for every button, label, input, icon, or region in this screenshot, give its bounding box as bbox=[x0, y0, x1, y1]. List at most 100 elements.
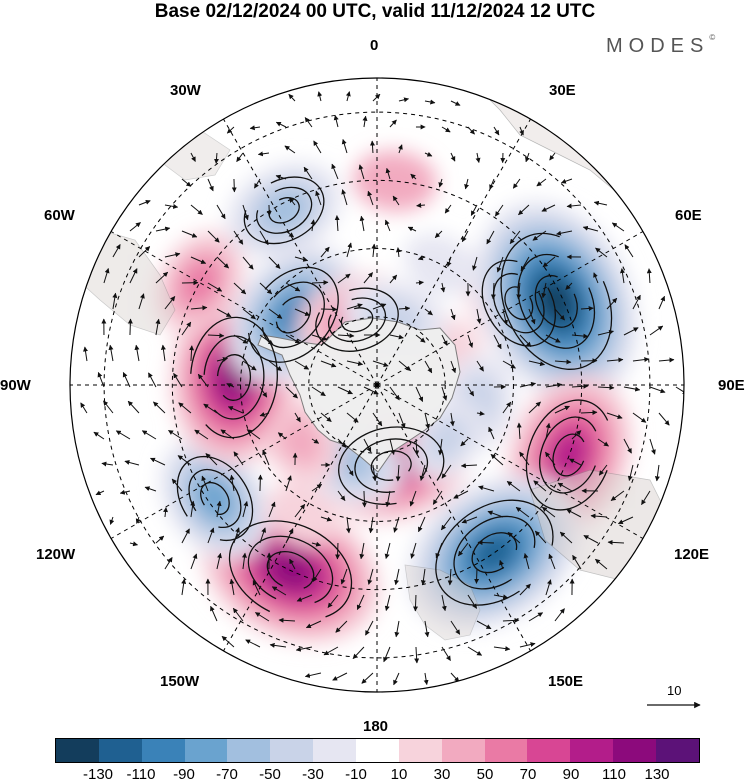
wind-vector bbox=[392, 195, 400, 206]
wind-vector bbox=[80, 402, 88, 414]
wind-vector bbox=[528, 308, 536, 325]
streamline-loop bbox=[435, 499, 554, 606]
wind-vector bbox=[150, 457, 166, 466]
wind-vector bbox=[438, 178, 444, 188]
wind-vector bbox=[658, 357, 675, 363]
wind-vector bbox=[536, 178, 547, 187]
streamline-loop bbox=[517, 253, 596, 349]
wind-vector bbox=[598, 464, 608, 476]
wind-vector bbox=[368, 516, 374, 534]
wind-vector bbox=[486, 230, 495, 245]
wind-vector bbox=[285, 282, 301, 292]
wind-vector bbox=[207, 230, 220, 243]
wind-vector bbox=[414, 438, 420, 456]
wind-vector bbox=[311, 484, 323, 492]
wind-vector bbox=[164, 252, 181, 258]
wind-vector bbox=[124, 460, 140, 466]
wind-vector bbox=[414, 646, 420, 664]
wind-vector bbox=[395, 464, 401, 482]
wind-vector bbox=[641, 490, 651, 506]
wind-vector bbox=[419, 464, 426, 481]
wind-vector bbox=[565, 282, 573, 290]
lon-label-30w: 30W bbox=[170, 82, 201, 99]
wind-vector bbox=[394, 620, 400, 638]
wind-vector bbox=[320, 516, 333, 522]
streamline-loop bbox=[338, 426, 445, 505]
wind-vector bbox=[295, 646, 313, 652]
streamline-loop bbox=[370, 450, 412, 481]
wind-vector bbox=[518, 204, 530, 216]
meridian-line bbox=[223, 384, 378, 652]
anomaly-contour bbox=[424, 415, 469, 464]
wind-vector bbox=[138, 293, 145, 310]
wind-vector bbox=[447, 568, 453, 586]
wind-vector bbox=[144, 486, 157, 492]
wind-vector bbox=[356, 594, 365, 611]
anomaly-field bbox=[155, 150, 638, 644]
wind-vector bbox=[467, 334, 474, 348]
wind-vector bbox=[541, 506, 556, 518]
anomaly-contour bbox=[180, 260, 219, 306]
wind-vector bbox=[313, 140, 322, 154]
wind-vector bbox=[194, 429, 209, 440]
wind-vector bbox=[207, 333, 225, 339]
wind-vector bbox=[103, 267, 110, 284]
wind-vector bbox=[294, 503, 306, 518]
wind-vector bbox=[467, 594, 478, 609]
wind-vector bbox=[207, 527, 215, 544]
wind-vector bbox=[460, 438, 469, 447]
wind-vector bbox=[227, 406, 244, 414]
wind-vector bbox=[477, 540, 494, 546]
wind-vector bbox=[257, 151, 270, 157]
wind-vector bbox=[177, 455, 192, 466]
lon-label-60w: 60W bbox=[44, 207, 75, 224]
colorbar-tick-label: 90 bbox=[562, 766, 580, 783]
wind-vector bbox=[345, 91, 351, 102]
wind-vector bbox=[294, 412, 301, 423]
wind-vector bbox=[127, 400, 140, 414]
wind-vector bbox=[441, 386, 448, 401]
streamline-loop bbox=[552, 433, 587, 477]
wind-vector bbox=[520, 256, 530, 272]
wind-vector bbox=[413, 594, 419, 612]
streamline-loop bbox=[534, 274, 578, 328]
wind-vector bbox=[189, 345, 195, 362]
streamline-loop bbox=[200, 481, 230, 516]
wind-vector bbox=[393, 516, 400, 533]
wind-vector bbox=[519, 381, 537, 388]
wind-vector bbox=[450, 152, 456, 162]
wind-vector bbox=[617, 516, 634, 525]
wind-vector bbox=[389, 274, 398, 284]
wind-vector bbox=[226, 383, 235, 388]
wind-vector bbox=[432, 490, 443, 505]
streamline-loop bbox=[500, 232, 613, 370]
colorbar-tick-label: 30 bbox=[433, 766, 451, 783]
lon-label-60e: 60E bbox=[675, 207, 702, 224]
wind-vector bbox=[148, 372, 157, 388]
meridian-line bbox=[376, 231, 644, 386]
wind-vector bbox=[337, 386, 353, 395]
wind-vector bbox=[221, 635, 235, 648]
streamline-loop bbox=[275, 296, 312, 334]
wind-vector bbox=[337, 438, 347, 448]
wind-vector bbox=[259, 386, 268, 398]
anomaly-contour bbox=[404, 233, 478, 296]
wind-vector bbox=[424, 308, 433, 316]
wind-vector bbox=[502, 617, 520, 623]
wind-vector bbox=[352, 646, 365, 660]
streamline-loop bbox=[471, 532, 518, 574]
streamline-loop bbox=[453, 515, 536, 590]
wind-vector bbox=[541, 204, 556, 212]
wind-vector bbox=[418, 516, 426, 533]
wind-vector bbox=[407, 226, 417, 232]
colorbar-swatch bbox=[98, 739, 142, 762]
wind-vector bbox=[502, 401, 512, 414]
wind-vector bbox=[410, 542, 417, 559]
wind-vector bbox=[340, 568, 348, 585]
wind-vector bbox=[593, 200, 608, 206]
wind-vector bbox=[372, 464, 378, 482]
streamline-loop bbox=[266, 551, 315, 590]
wind-vector bbox=[512, 178, 521, 189]
lon-label-0: 0 bbox=[370, 37, 379, 54]
wind-vector bbox=[583, 534, 599, 544]
